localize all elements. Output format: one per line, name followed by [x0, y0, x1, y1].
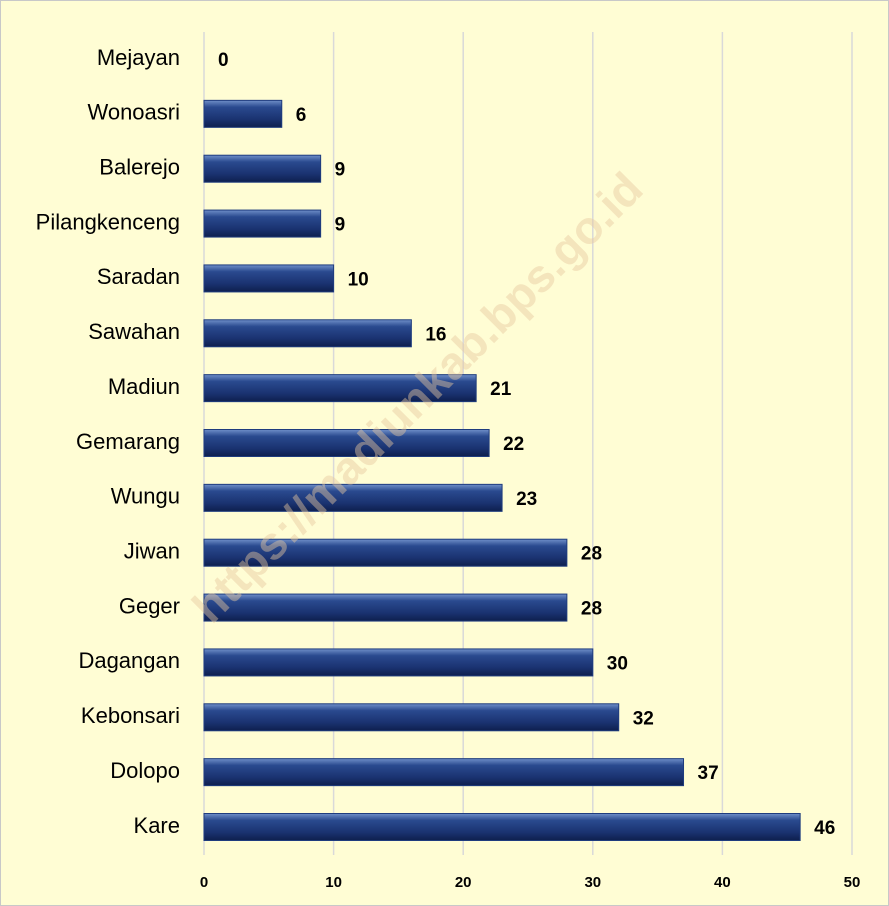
data-label: 30 — [607, 653, 628, 674]
y-tick-label: Madiun — [108, 374, 180, 399]
x-tick-label: 50 — [844, 874, 861, 891]
bar — [203, 758, 685, 787]
x-tick-label: 10 — [325, 874, 342, 891]
y-tick-label: Dolopo — [110, 758, 180, 783]
bar — [203, 264, 335, 293]
data-label: 32 — [633, 708, 654, 729]
y-tick-label: Saradan — [97, 264, 180, 289]
data-label: 9 — [335, 160, 346, 181]
bar — [203, 374, 477, 403]
data-label: 22 — [503, 434, 524, 455]
x-tick-label: 40 — [714, 874, 731, 891]
y-tick-label: Dagangan — [78, 648, 180, 673]
bar — [203, 429, 490, 457]
x-tick-label: 0 — [200, 874, 208, 891]
y-tick-label: Pilangkenceng — [36, 209, 180, 234]
bar — [203, 538, 568, 567]
bar — [203, 99, 283, 128]
data-label: 9 — [335, 215, 346, 236]
data-label: 16 — [425, 324, 446, 345]
data-label: 23 — [516, 489, 537, 510]
y-tick-label: Kebonsari — [81, 703, 180, 728]
bar — [203, 209, 322, 238]
y-tick-label: Wonoasri — [87, 100, 180, 125]
bar — [203, 593, 568, 622]
data-label: 46 — [814, 818, 835, 839]
y-tick-label: Wungu — [111, 484, 180, 509]
bar — [203, 813, 801, 841]
bars: Mejayan 0 Wonoasri 6 Balerejo 9 Pilangkenceng 9… — [36, 45, 835, 841]
data-label: 0 — [218, 50, 229, 71]
bar — [203, 154, 322, 183]
y-tick-label: Balerejo — [99, 155, 180, 180]
x-tick-label: 20 — [455, 874, 472, 891]
data-label: 37 — [698, 763, 719, 784]
bar — [203, 483, 503, 512]
y-tick-label: Geger — [119, 593, 180, 618]
y-tick-label: Mejayan — [97, 45, 180, 70]
data-label: 28 — [581, 544, 602, 565]
bar — [203, 319, 412, 348]
y-tick-label: Sawahan — [88, 319, 180, 344]
bar — [203, 703, 620, 732]
data-label: 6 — [296, 105, 307, 126]
y-tick-label: Gemarang — [76, 429, 180, 454]
data-label: 21 — [490, 379, 512, 400]
x-tick-label: 30 — [584, 874, 601, 891]
data-label: 28 — [581, 599, 602, 620]
bar — [203, 648, 594, 677]
data-label: 10 — [348, 269, 369, 290]
y-tick-label: Kare — [134, 813, 180, 838]
y-tick-label: Jiwan — [124, 539, 180, 564]
